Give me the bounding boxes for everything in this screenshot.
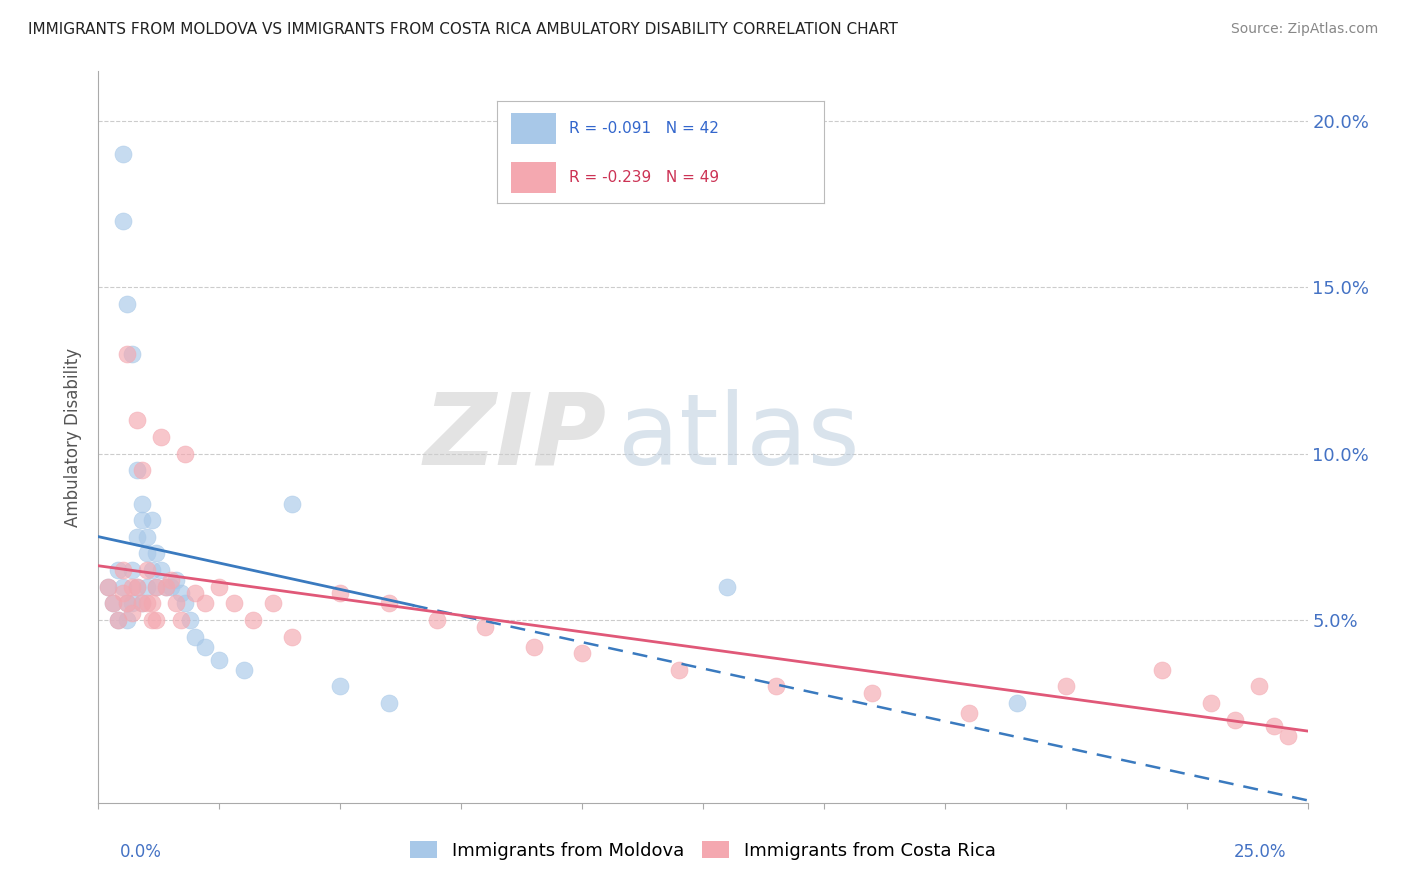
Point: [169, 613, 191, 627]
Point: [117, 297, 139, 311]
Point: [135, 596, 157, 610]
Point: [101, 596, 124, 610]
Point: [111, 147, 134, 161]
Point: [426, 613, 449, 627]
Point: [135, 580, 157, 594]
Point: [111, 586, 134, 600]
Point: [131, 463, 153, 477]
Point: [765, 680, 787, 694]
Point: [127, 580, 149, 594]
Point: [232, 663, 254, 677]
Y-axis label: Ambulatory Disability: Ambulatory Disability: [65, 348, 83, 526]
Point: [141, 563, 163, 577]
Point: [1152, 663, 1174, 677]
Point: [135, 530, 157, 544]
Point: [150, 430, 173, 444]
Point: [145, 580, 167, 594]
Point: [107, 613, 129, 627]
Text: Source: ZipAtlas.com: Source: ZipAtlas.com: [1230, 22, 1378, 37]
Point: [150, 563, 173, 577]
Point: [131, 497, 153, 511]
Point: [141, 596, 163, 610]
Text: atlas: atlas: [619, 389, 860, 485]
Point: [222, 596, 245, 610]
Point: [184, 630, 207, 644]
Point: [111, 214, 134, 228]
Point: [860, 686, 883, 700]
Point: [131, 596, 153, 610]
Point: [117, 347, 139, 361]
Point: [121, 596, 143, 610]
Point: [281, 630, 304, 644]
Point: [141, 513, 163, 527]
Point: [101, 596, 124, 610]
Point: [127, 413, 149, 427]
Point: [1249, 680, 1271, 694]
Point: [121, 347, 143, 361]
Point: [117, 596, 139, 610]
Point: [131, 513, 153, 527]
Point: [165, 596, 187, 610]
Point: [145, 580, 167, 594]
Point: [169, 586, 191, 600]
Point: [174, 596, 197, 610]
Point: [121, 607, 143, 621]
Point: [127, 530, 149, 544]
Text: ZIP: ZIP: [423, 389, 606, 485]
Point: [97, 580, 120, 594]
Point: [121, 563, 143, 577]
Point: [97, 580, 120, 594]
Point: [174, 447, 197, 461]
Point: [1223, 713, 1246, 727]
Point: [208, 653, 231, 667]
Text: IMMIGRANTS FROM MOLDOVA VS IMMIGRANTS FROM COSTA RICA AMBULATORY DISABILITY CORR: IMMIGRANTS FROM MOLDOVA VS IMMIGRANTS FR…: [28, 22, 898, 37]
Legend: Immigrants from Moldova, Immigrants from Costa Rica: Immigrants from Moldova, Immigrants from…: [404, 834, 1002, 867]
Point: [194, 640, 217, 654]
Point: [117, 613, 139, 627]
Point: [1054, 680, 1077, 694]
Point: [160, 580, 183, 594]
Text: 0.0%: 0.0%: [120, 843, 162, 861]
Point: [329, 680, 352, 694]
Point: [329, 586, 352, 600]
Point: [1007, 696, 1029, 710]
Point: [242, 613, 264, 627]
Point: [208, 580, 231, 594]
Text: 25.0%: 25.0%: [1234, 843, 1286, 861]
Point: [1277, 729, 1299, 743]
Point: [474, 619, 496, 633]
Point: [111, 563, 134, 577]
Point: [716, 580, 738, 594]
Point: [121, 580, 143, 594]
Point: [184, 586, 207, 600]
Point: [523, 640, 546, 654]
Point: [377, 696, 399, 710]
Point: [668, 663, 690, 677]
Point: [107, 613, 129, 627]
Point: [135, 563, 157, 577]
Point: [571, 646, 593, 660]
Point: [160, 573, 183, 587]
Point: [194, 596, 217, 610]
Point: [117, 596, 139, 610]
Point: [107, 563, 129, 577]
Point: [145, 546, 167, 560]
Point: [155, 580, 177, 594]
Point: [179, 613, 201, 627]
Point: [141, 613, 163, 627]
Point: [127, 580, 149, 594]
Point: [377, 596, 399, 610]
Point: [262, 596, 284, 610]
Point: [145, 613, 167, 627]
Point: [131, 596, 153, 610]
Point: [1263, 719, 1285, 733]
Point: [281, 497, 304, 511]
Point: [165, 573, 187, 587]
Point: [957, 706, 980, 720]
Point: [135, 546, 157, 560]
Point: [127, 463, 149, 477]
Point: [155, 580, 177, 594]
Point: [1199, 696, 1222, 710]
Point: [111, 580, 134, 594]
